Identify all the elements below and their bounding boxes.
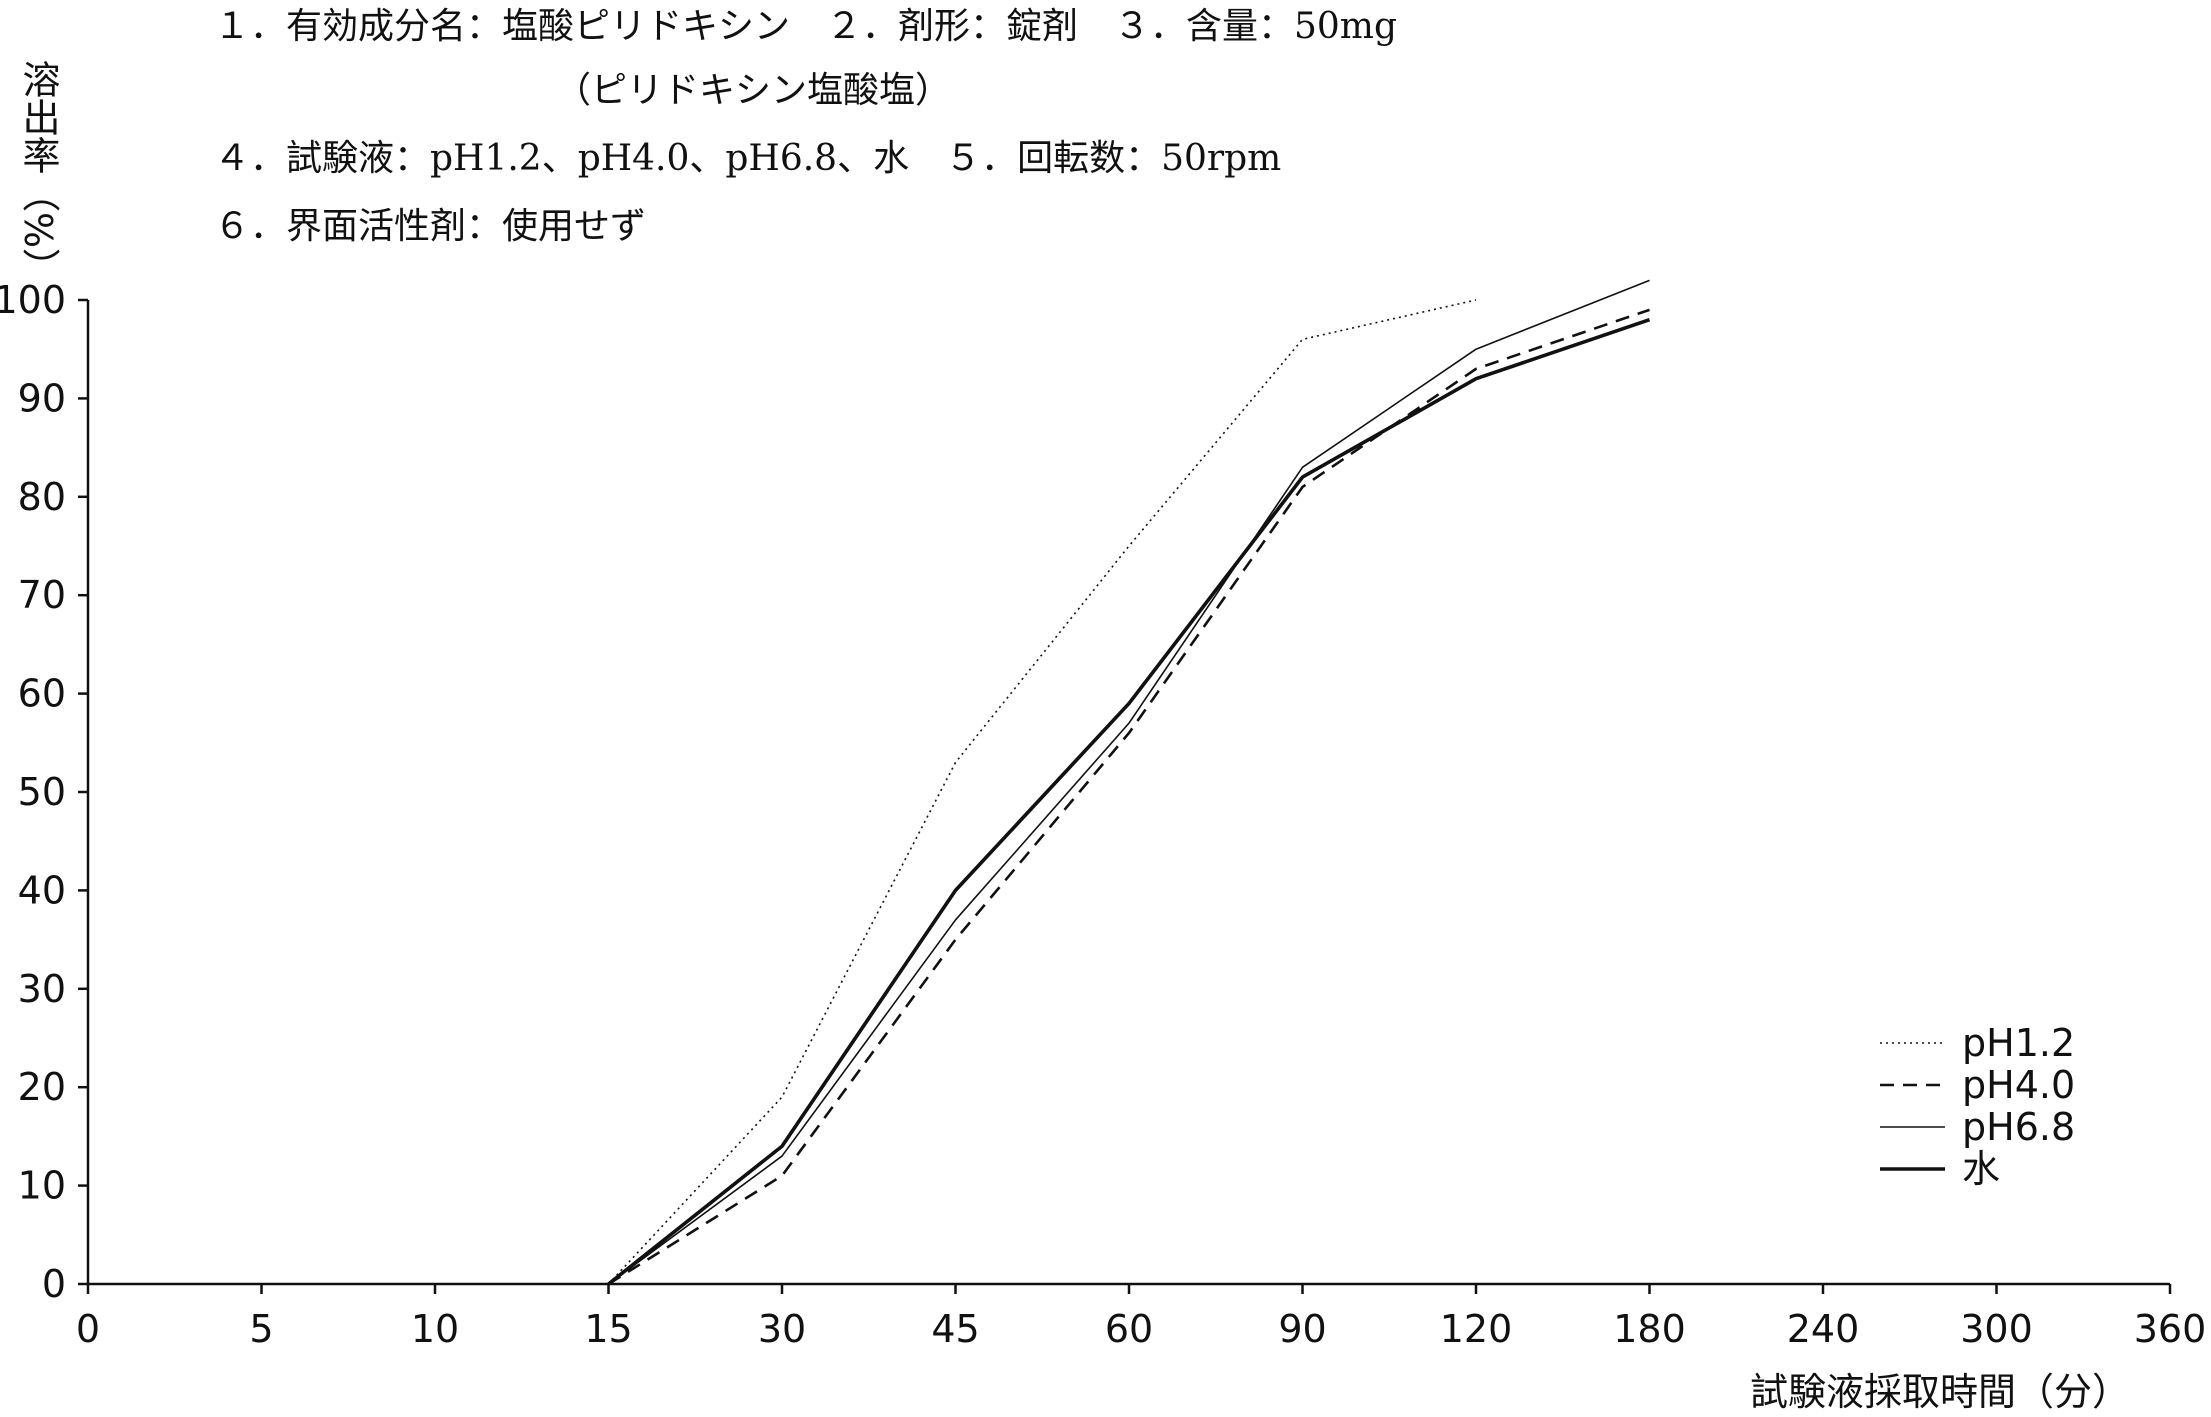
x-tick-label-300: 300: [1960, 1307, 2033, 1351]
x-tick-label-360: 360: [2134, 1307, 2207, 1351]
y-axis-label: 溶出率（%）: [16, 60, 60, 286]
y-tick-label-90: 90: [18, 376, 66, 420]
y-tick-label-10: 10: [18, 1164, 66, 1208]
y-tick-label-70: 70: [18, 573, 66, 617]
header-line-3: ４．試験液：pH1.2、pH4.0、pH6.8、水 ５．回転数：50rpm: [214, 138, 1281, 179]
series-line-4: [607, 317, 1651, 1286]
y-tick-label-80: 80: [18, 475, 66, 519]
x-tick-label-180: 180: [1613, 1307, 1686, 1351]
header-line-4: ６．界面活性剤：使用せず: [214, 206, 646, 247]
axes: [86, 300, 2170, 1286]
series-line-3: [608, 279, 1650, 1285]
y-ticks: 0 10 20 30 40 50 60 70 80 90 100: [0, 278, 88, 1306]
y-tick-label-100: 100: [0, 278, 66, 322]
legend-label-2: pH4.0: [1962, 1063, 2075, 1107]
x-tick-label-90: 90: [1278, 1307, 1326, 1351]
y-tick-label-20: 20: [18, 1065, 66, 1109]
y-tick-label-30: 30: [18, 967, 66, 1011]
y-tick-label-40: 40: [18, 868, 66, 912]
x-tick-label-0: 0: [76, 1307, 100, 1351]
legend-label-3: pH6.8: [1962, 1105, 2075, 1149]
series-line-2: [607, 308, 1650, 1286]
y-tick-label-50: 50: [18, 770, 66, 814]
y-tick-label-60: 60: [18, 672, 66, 716]
legend-label-4: 水: [1962, 1147, 2000, 1191]
legend-label-1: pH1.2: [1962, 1021, 2075, 1065]
x-tick-label-5: 5: [249, 1307, 273, 1351]
x-tick-label-60: 60: [1105, 1307, 1153, 1351]
y-tick-label-0: 0: [42, 1262, 66, 1306]
x-axis-label: 試験液採取時間（分）: [1750, 1370, 2130, 1414]
x-tick-label-10: 10: [411, 1307, 459, 1351]
x-tick-label-120: 120: [1440, 1307, 1513, 1351]
x-tick-label-30: 30: [758, 1307, 806, 1351]
x-tick-label-240: 240: [1787, 1307, 1860, 1351]
series-lines: [607, 279, 1651, 1286]
series-line-1: [607, 299, 1477, 1285]
x-ticks: 0 5 10 15 30 45 60 90 120 180 240 300 360: [76, 1284, 2206, 1351]
x-tick-label-45: 45: [931, 1307, 979, 1351]
header-line-1: １．有効成分名：塩酸ピリドキシン ２．剤形：錠剤 ３．含量：50mg: [214, 6, 1397, 47]
x-tick-label-15: 15: [584, 1307, 632, 1351]
header-line-2: （ピリドキシン塩酸塩）: [555, 70, 951, 111]
